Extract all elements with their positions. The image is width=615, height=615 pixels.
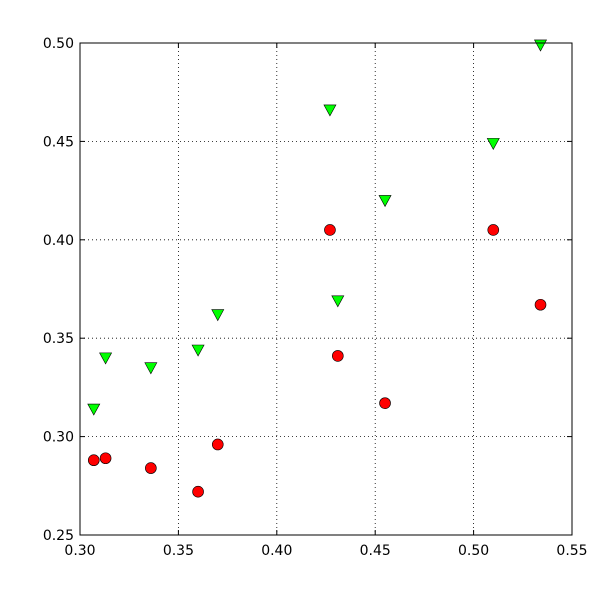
x-tick-label: 0.55	[556, 543, 587, 559]
circle-marker	[99, 452, 112, 465]
triangle-marker	[211, 309, 225, 322]
circle-marker	[87, 454, 100, 467]
triangle-marker	[144, 362, 158, 375]
triangle-marker	[87, 403, 101, 416]
y-tick-label: 0.50	[43, 36, 74, 52]
triangle-marker	[191, 344, 205, 357]
y-tick-label: 0.30	[43, 430, 74, 446]
circle-marker	[192, 485, 204, 498]
y-tick-label: 0.35	[43, 331, 74, 347]
circle-marker	[211, 438, 224, 451]
y-tick-label: 0.40	[43, 233, 74, 249]
circle-marker	[324, 224, 336, 236]
triangle-marker	[378, 195, 392, 208]
data-points	[87, 39, 548, 498]
triangle-marker	[323, 104, 337, 117]
circle-marker	[487, 224, 500, 236]
x-tick-label: 0.40	[261, 543, 292, 559]
triangle-marker	[99, 352, 113, 365]
x-tick-label: 0.35	[163, 543, 194, 559]
y-tick-label: 0.25	[43, 528, 74, 544]
x-tick-label: 0.30	[64, 543, 95, 559]
circle-marker	[145, 462, 157, 474]
triangle-marker	[331, 295, 345, 308]
circle-marker	[332, 350, 344, 362]
x-tick-label: 0.45	[360, 543, 391, 559]
plot-frame	[79, 42, 573, 536]
circle-marker	[534, 298, 547, 311]
x-tick-label: 0.50	[458, 543, 489, 559]
axis-ticks: 0.30 0.35 0.40 0.45 0.50 0.550.250.300.350.40…	[43, 36, 588, 559]
circle-marker	[379, 397, 391, 409]
triangle-marker	[486, 138, 500, 150]
y-tick-label: 0.45	[43, 134, 74, 150]
